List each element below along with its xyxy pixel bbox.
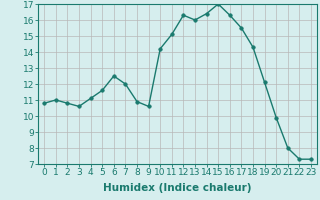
X-axis label: Humidex (Indice chaleur): Humidex (Indice chaleur) (103, 183, 252, 193)
